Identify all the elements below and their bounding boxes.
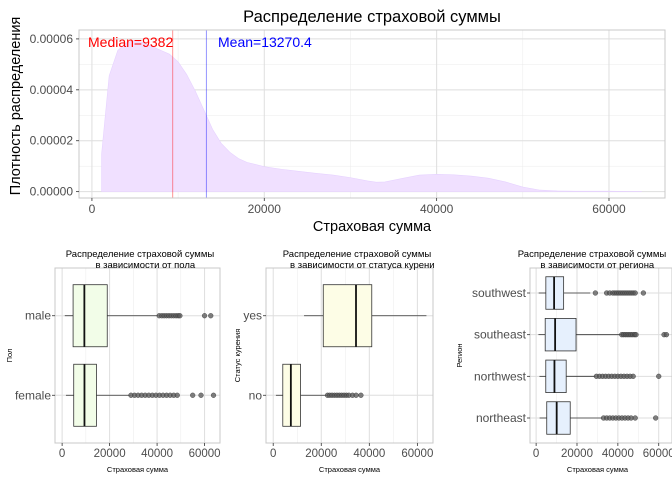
category-label-female: female [15, 388, 51, 402]
box-northwest [545, 359, 567, 393]
x-tick-label: 40000 [602, 448, 634, 460]
panel-title-line: в зависимости от региона [538, 260, 655, 271]
outlier-point [174, 392, 180, 398]
box-yes [322, 284, 373, 348]
y-axis-title: Плотность распределения [8, 17, 24, 196]
y-tick-label: 0.00002 [30, 134, 74, 148]
category-label-male: male [25, 309, 51, 323]
x-tick-label: 40000 [420, 202, 454, 216]
x-axis-title: Страховая сумма [107, 465, 169, 474]
outlier-point [198, 392, 204, 398]
category-label-southeast: southeast [474, 328, 527, 342]
y-axis-title: Регион [455, 343, 464, 367]
panel-border [265, 267, 434, 444]
y-tick-label: 0.00006 [30, 32, 74, 46]
density-chart: Median=9382 Mean=13270.4 0 20000 40000 60000 0… [8, 8, 666, 235]
category-label-no: no [249, 388, 263, 402]
panel-title: Распределение страховой суммы в зависимо… [518, 249, 667, 271]
panel-title-line: Распределение страховой суммы [66, 249, 215, 260]
boxplot-panel-3: 0 20000 40000 60000 northeast northwest southe… [455, 249, 672, 474]
panel-title-line: Распределение страховой суммы [518, 249, 667, 260]
x-tick-label: 40000 [353, 448, 385, 460]
category-label-yes: yes [243, 309, 262, 323]
x-tick-label: 60000 [189, 448, 221, 460]
category-label-southwest: southwest [472, 286, 527, 300]
panel-border [529, 267, 672, 444]
x-tick-label: 0 [270, 448, 276, 460]
median-label: Median=9382 [88, 34, 173, 50]
outlier-point [640, 290, 646, 296]
chart-title: Распределение страховой суммы [243, 8, 501, 26]
outlier-point [201, 313, 208, 319]
x-tick-label: 20000 [94, 448, 126, 460]
x-tick-label: 40000 [141, 448, 173, 460]
outlier-point [630, 373, 636, 379]
x-axis-title: Страховая сумма [313, 219, 432, 235]
mean-label: Mean=13270.4 [218, 34, 312, 50]
outlier-point [633, 332, 639, 338]
x-tick-label: 60000 [643, 448, 672, 460]
y-tick-label: 0.00004 [30, 83, 74, 97]
x-tick-label: 60000 [592, 202, 626, 216]
outlier-point [632, 415, 638, 421]
boxplot-panel-2: 0 20000 40000 60000 no yes Распределение страх… [233, 249, 435, 474]
y-axis-title: Пол [5, 349, 14, 363]
outlier-point [653, 415, 659, 421]
x-tick-label: 0 [59, 448, 65, 460]
outlier-point [656, 373, 662, 379]
x-axis-title: Страховая сумма [319, 465, 381, 474]
outlier-point [208, 313, 214, 319]
category-label-northwest: northwest [474, 369, 527, 383]
x-tick-label: 60000 [401, 448, 433, 460]
y-tick-label: 0.00000 [30, 185, 74, 199]
x-axis-title: Страховая сумма [567, 465, 629, 474]
outlier-point [592, 290, 598, 296]
x-tick-label: 0 [89, 202, 96, 216]
panel-border [78, 29, 666, 199]
box-male [72, 284, 108, 348]
x-tick-label: 20000 [561, 448, 593, 460]
x-tick-label: 0 [533, 448, 539, 460]
density-area [101, 39, 642, 192]
panel-title: Распределение страховой суммы в зависимо… [283, 249, 435, 271]
panel-border [54, 267, 221, 444]
panel-title-line: в зависимости от пола [93, 260, 196, 271]
outlier-point [358, 392, 364, 398]
x-tick-label: 20000 [248, 202, 282, 216]
panel-title-line: в зависимости от статуса курени [287, 260, 434, 271]
category-label-northeast: northeast [476, 411, 527, 425]
outlier-point [190, 392, 196, 398]
panel-title: Распределение страховой суммы в зависимо… [66, 249, 215, 271]
outlier-point [663, 332, 670, 338]
outlier-point [632, 290, 638, 296]
x-tick-label: 20000 [305, 448, 337, 460]
boxplot-panel-1: 0 20000 40000 60000 female male Распределение … [5, 249, 221, 474]
outlier-point [210, 392, 217, 398]
box-southeast [544, 318, 577, 352]
box-northeast [546, 401, 571, 435]
outlier-point [177, 313, 183, 319]
y-axis-title: Статус курения [233, 329, 242, 383]
panel-title-line: Распределение страховой суммы [283, 249, 432, 260]
outlier-point [353, 392, 359, 398]
